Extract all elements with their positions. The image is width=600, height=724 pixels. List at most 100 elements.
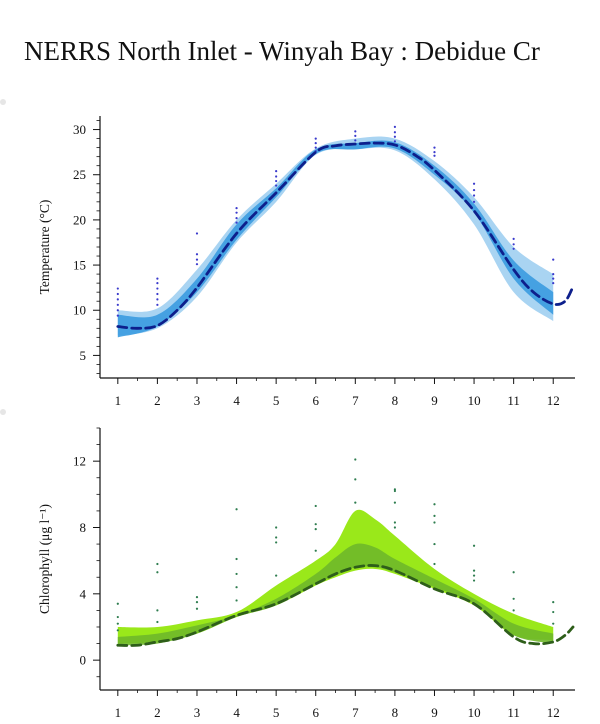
- model-dashed-line: [116, 564, 575, 647]
- observation-point: [275, 170, 278, 173]
- y-tick-label: 12: [73, 454, 86, 469]
- observation-point: [354, 478, 357, 481]
- observation-point: [314, 528, 317, 531]
- observation-point: [195, 232, 199, 235]
- observation-point: [156, 562, 159, 566]
- observation-point: [235, 211, 238, 214]
- observation-point: [156, 287, 159, 290]
- observation-point: [354, 130, 357, 133]
- observation-point: [116, 314, 119, 317]
- observation-point: [512, 571, 515, 574]
- observation-point: [472, 544, 476, 547]
- observation-point: [552, 601, 555, 604]
- observation-point: [552, 273, 555, 276]
- observation-point: [354, 134, 357, 137]
- y-tick-label: 4: [80, 586, 87, 601]
- observation-point: [275, 536, 278, 539]
- outer-range-band: [117, 136, 554, 336]
- observation-point: [235, 216, 238, 220]
- y-tick-label: 25: [73, 167, 86, 182]
- observation-point: [275, 179, 278, 183]
- observation-point: [275, 574, 278, 577]
- observation-point: [393, 488, 396, 491]
- plot-area: [116, 125, 555, 338]
- x-tick-label: 8: [392, 705, 399, 720]
- observation-point: [156, 298, 159, 301]
- x-tick-label: 7: [352, 705, 359, 720]
- x-tick-label: 6: [312, 393, 319, 408]
- model-dashed-line: [116, 141, 575, 330]
- x-tick-label: 7: [352, 393, 359, 408]
- y-tick-label: 20: [73, 212, 86, 227]
- observation-point: [552, 622, 555, 625]
- observation-point: [156, 303, 159, 306]
- observation-point: [393, 125, 396, 128]
- observation-point: [512, 237, 515, 240]
- x-tick-label: 1: [115, 705, 122, 720]
- y-tick-label: 5: [80, 348, 87, 363]
- x-tick-label: 12: [547, 705, 560, 720]
- observation-point: [433, 154, 436, 157]
- y-tick-label: 0: [80, 653, 87, 668]
- observation-point: [393, 521, 396, 524]
- observation-point: [393, 501, 396, 504]
- plot-area: [116, 458, 555, 646]
- observation-point: [156, 620, 159, 624]
- observation-point: [195, 258, 199, 261]
- x-tick-label: 1: [115, 393, 122, 408]
- page-title: NERRS North Inlet - Winyah Bay : Debidue…: [24, 36, 540, 66]
- observation-point: [512, 243, 515, 246]
- observation-point: [195, 596, 199, 599]
- observation-point: [354, 139, 357, 142]
- observation-point: [433, 146, 436, 149]
- observation-point: [235, 508, 238, 511]
- observation-point: [235, 221, 238, 224]
- observation-point: [314, 146, 317, 149]
- observation-point: [314, 137, 317, 140]
- observation-point: [472, 188, 476, 192]
- observation-point: [433, 151, 436, 154]
- x-tick-label: 5: [273, 705, 280, 720]
- observation-point: [472, 182, 476, 185]
- observation-point: [156, 571, 159, 574]
- observation-point: [354, 458, 357, 461]
- observation-point: [275, 184, 278, 187]
- observation-point: [393, 135, 396, 138]
- observation-point: [116, 622, 119, 625]
- y-tick-label: 8: [80, 520, 87, 535]
- observation-point: [235, 557, 238, 561]
- observation-point: [116, 303, 119, 306]
- x-tick-label: 2: [154, 705, 161, 720]
- observation-point: [393, 489, 396, 493]
- x-tick-label: 10: [468, 393, 481, 408]
- observation-point: [156, 292, 159, 296]
- x-tick-label: 5: [273, 393, 280, 408]
- outer-range-band: [117, 509, 554, 644]
- observation-point: [235, 572, 238, 576]
- observation-point: [433, 514, 436, 517]
- observation-point: [156, 282, 159, 285]
- observation-point: [314, 523, 317, 526]
- inner-range-band: [117, 543, 554, 646]
- observation-point: [314, 504, 317, 508]
- observation-point: [116, 292, 119, 296]
- x-tick-label: 3: [194, 705, 201, 720]
- x-tick-label: 8: [392, 393, 399, 408]
- observation-point: [512, 609, 515, 612]
- observation-point: [393, 526, 396, 529]
- observation-point: [512, 247, 515, 250]
- observation-point: [433, 542, 436, 546]
- x-tick-label: 6: [312, 705, 319, 720]
- observation-point: [116, 298, 119, 301]
- x-tick-label: 11: [507, 705, 520, 720]
- observation-point: [433, 521, 436, 524]
- observation-point: [116, 309, 119, 312]
- x-tick-label: 9: [431, 393, 438, 408]
- x-tick-label: 9: [431, 705, 438, 720]
- y-axis-label: Chlorophyll (μg l⁻¹): [37, 504, 52, 614]
- observation-point: [433, 562, 436, 566]
- observation-point: [472, 579, 476, 582]
- observation-point: [156, 609, 159, 612]
- observation-point: [472, 194, 476, 197]
